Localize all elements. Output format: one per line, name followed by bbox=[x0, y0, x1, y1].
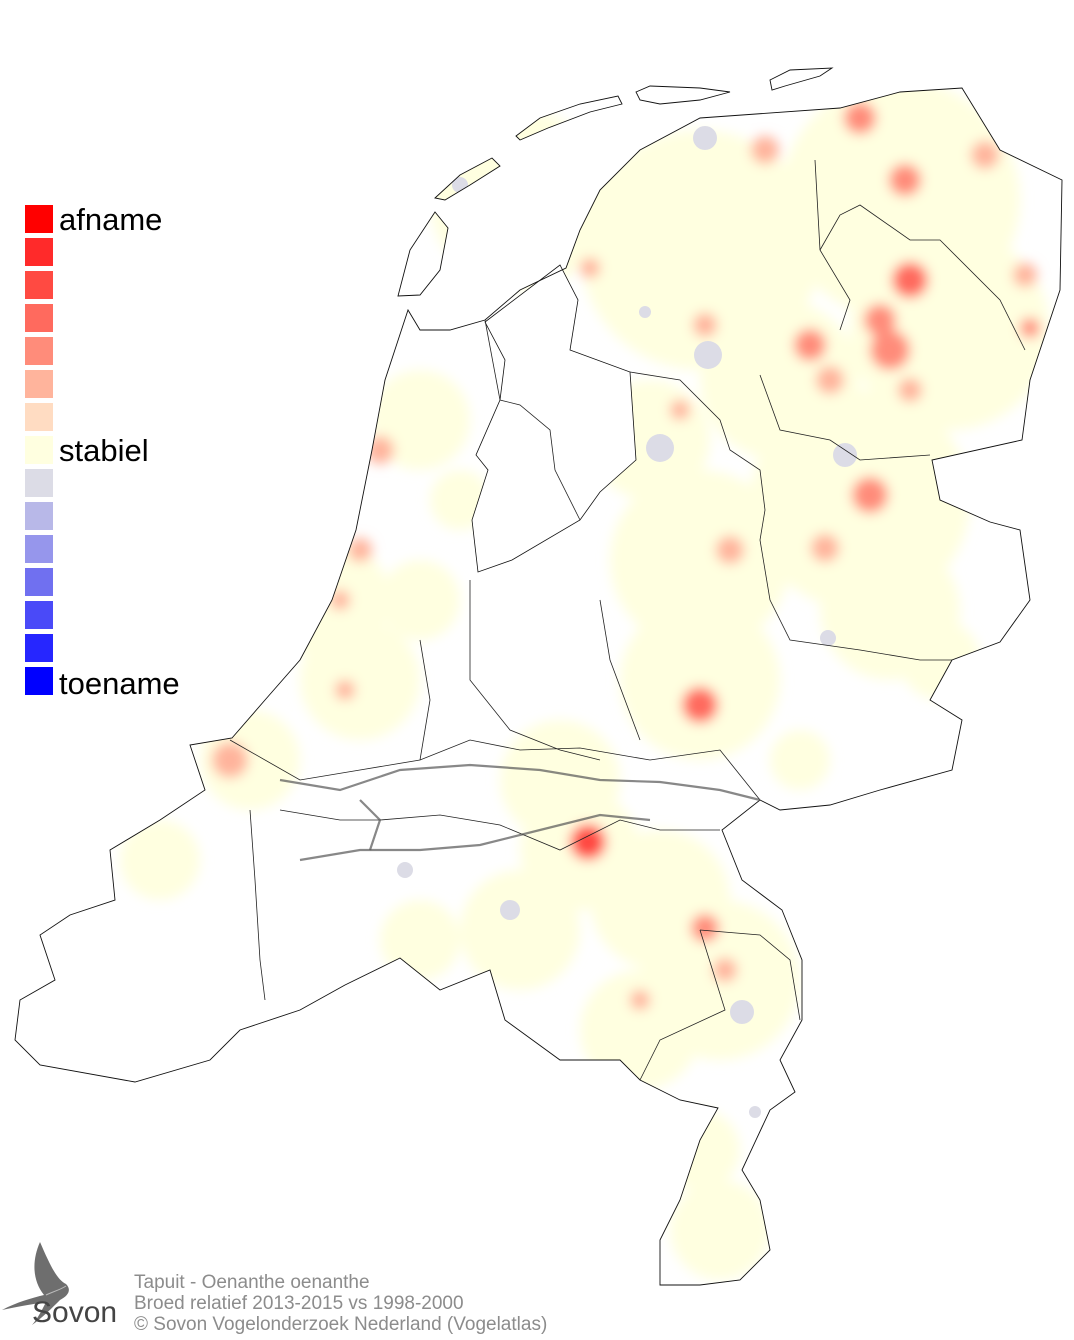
stable-area bbox=[380, 900, 460, 980]
decrease-area bbox=[691, 914, 719, 942]
stable-area bbox=[770, 730, 830, 790]
decrease-area bbox=[864, 304, 896, 336]
province-border bbox=[419, 639, 431, 761]
island-outline bbox=[769, 67, 834, 91]
island-outline bbox=[515, 95, 623, 141]
decrease-area bbox=[898, 378, 922, 402]
legend-label-stable: stabiel bbox=[59, 433, 149, 468]
sovon-logo-text: Sovon bbox=[32, 1296, 118, 1329]
increase-area bbox=[639, 306, 651, 318]
decrease-area bbox=[892, 262, 928, 298]
province-border bbox=[599, 599, 641, 741]
borders bbox=[14, 67, 1063, 1286]
legend-label-decrease: afname bbox=[59, 202, 163, 237]
legend-swatch bbox=[25, 370, 53, 398]
legend-label-increase: toename bbox=[59, 666, 180, 701]
river bbox=[359, 799, 382, 851]
province-border bbox=[469, 580, 601, 761]
decrease-area bbox=[1013, 263, 1037, 287]
increase-area bbox=[833, 443, 857, 467]
decrease-area bbox=[348, 538, 372, 562]
caption-period: Broed relatief 2013-2015 vs 1998-2000 bbox=[134, 1293, 464, 1314]
province-border bbox=[484, 319, 581, 521]
ijsselmeer bbox=[472, 265, 636, 572]
stable-area bbox=[620, 600, 780, 760]
province-border bbox=[814, 159, 851, 331]
sovon-logo-swallow-icon bbox=[2, 1242, 69, 1325]
decrease-area bbox=[794, 329, 826, 361]
legend-swatch bbox=[25, 403, 53, 431]
legend-swatch bbox=[25, 304, 53, 332]
stable-area bbox=[610, 470, 790, 650]
decrease-area bbox=[971, 141, 999, 169]
coastline bbox=[14, 87, 1063, 1286]
decrease-area bbox=[713, 958, 737, 982]
decrease-area bbox=[580, 258, 600, 278]
province-border bbox=[819, 204, 1026, 351]
map-caption: Tapuit - Oenanthe oenanthe Broed relatie… bbox=[134, 1272, 547, 1335]
stable-area bbox=[670, 1180, 770, 1280]
legend-swatch bbox=[25, 601, 53, 629]
decrease-area bbox=[852, 477, 888, 513]
province-border bbox=[759, 374, 931, 461]
decrease-area bbox=[1020, 318, 1040, 338]
decrease-area bbox=[693, 313, 717, 337]
island-outline bbox=[397, 211, 449, 297]
stable-area bbox=[300, 620, 420, 740]
province-border bbox=[279, 809, 720, 851]
increase-area bbox=[693, 126, 717, 150]
legend-swatch bbox=[25, 634, 53, 662]
increase-area bbox=[500, 900, 520, 920]
stable-area bbox=[460, 870, 580, 990]
stable-area bbox=[370, 370, 470, 470]
river bbox=[279, 763, 761, 802]
legend-swatch bbox=[25, 667, 53, 695]
decrease-area bbox=[751, 136, 779, 164]
increase-area bbox=[730, 1000, 754, 1024]
province-border bbox=[629, 371, 952, 661]
stable-area bbox=[120, 820, 200, 900]
decrease-area bbox=[889, 164, 921, 196]
trend-heatmap bbox=[120, 80, 1050, 1280]
decrease-area bbox=[870, 330, 910, 370]
decrease-area bbox=[335, 680, 355, 700]
decrease-area bbox=[570, 824, 606, 860]
decrease-area bbox=[212, 742, 248, 778]
legend-swatch bbox=[25, 337, 53, 365]
province-border bbox=[639, 929, 726, 1081]
legend-swatch bbox=[25, 568, 53, 596]
legend-swatch bbox=[25, 502, 53, 530]
caption-copyright: © Sovon Vogelonderzoek Nederland (Vogela… bbox=[134, 1314, 548, 1335]
decrease-area bbox=[330, 590, 350, 610]
decrease-area bbox=[816, 366, 844, 394]
increase-area bbox=[646, 434, 674, 462]
legend-swatch bbox=[25, 469, 53, 497]
river bbox=[299, 813, 651, 862]
stable-area bbox=[660, 1110, 740, 1190]
increase-area bbox=[749, 1106, 761, 1118]
legend-swatch bbox=[25, 271, 53, 299]
decrease-area bbox=[682, 687, 718, 723]
decrease-area bbox=[670, 400, 690, 420]
province-border bbox=[249, 809, 266, 1001]
ijsselmeer-shore bbox=[471, 264, 637, 573]
increase-area bbox=[397, 862, 413, 878]
increase-area bbox=[694, 341, 722, 369]
legend-swatch bbox=[25, 535, 53, 563]
island-outline bbox=[635, 85, 731, 105]
province-border bbox=[699, 929, 801, 1021]
legend-swatch bbox=[25, 205, 53, 233]
island-outline bbox=[434, 157, 501, 201]
decrease-area bbox=[630, 990, 650, 1010]
legend-swatch bbox=[25, 238, 53, 266]
stable-area bbox=[380, 560, 460, 640]
caption-species: Tapuit - Oenanthe oenanthe bbox=[134, 1272, 370, 1293]
increase-area bbox=[820, 630, 836, 646]
decrease-area bbox=[844, 102, 876, 134]
decrease-area bbox=[716, 536, 744, 564]
decrease-area bbox=[811, 534, 839, 562]
province-border bbox=[229, 739, 761, 801]
legend-swatch bbox=[25, 436, 53, 464]
